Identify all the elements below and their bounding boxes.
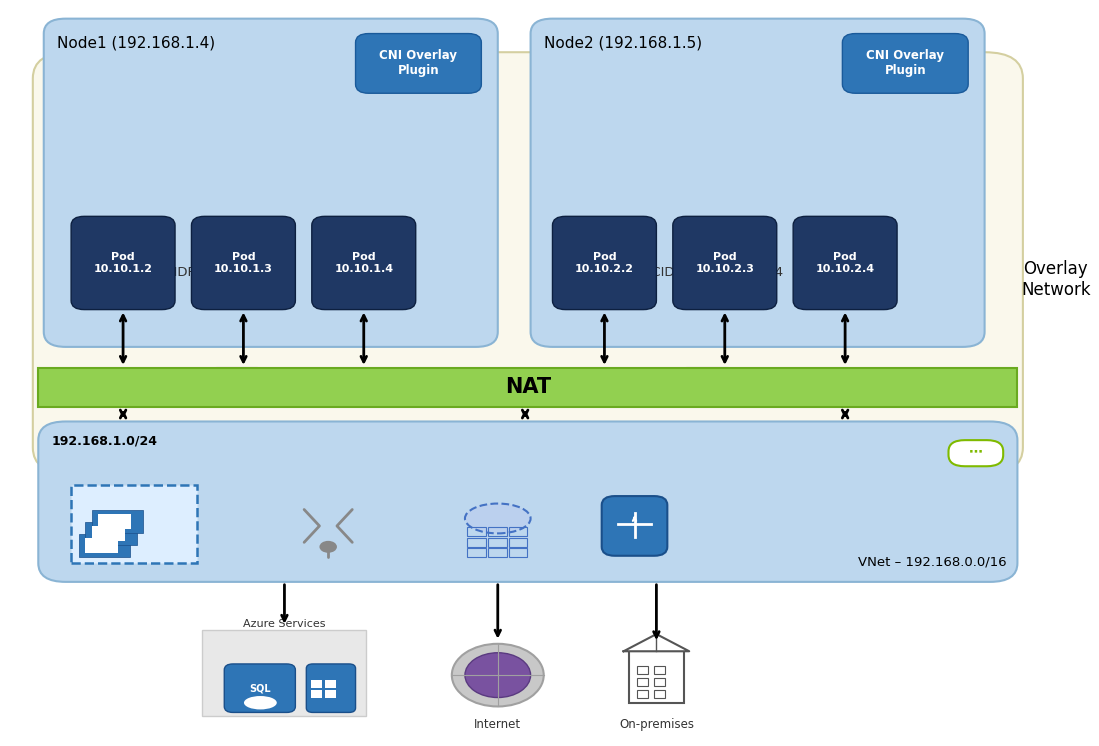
FancyBboxPatch shape	[71, 216, 175, 310]
FancyBboxPatch shape	[311, 680, 322, 688]
FancyBboxPatch shape	[33, 52, 1023, 474]
Text: NAT: NAT	[504, 377, 551, 397]
FancyBboxPatch shape	[601, 496, 667, 556]
FancyBboxPatch shape	[629, 651, 684, 703]
Polygon shape	[623, 634, 689, 651]
Ellipse shape	[465, 504, 531, 533]
Text: Pod CIDR – 10.10.2.0/24: Pod CIDR – 10.10.2.0/24	[623, 266, 784, 279]
FancyBboxPatch shape	[842, 34, 968, 93]
FancyBboxPatch shape	[793, 216, 897, 310]
Text: Internet: Internet	[474, 718, 521, 731]
FancyBboxPatch shape	[215, 367, 257, 386]
FancyBboxPatch shape	[553, 216, 656, 310]
FancyBboxPatch shape	[224, 664, 296, 712]
FancyBboxPatch shape	[86, 538, 119, 553]
Text: Azure Services: Azure Services	[243, 619, 325, 629]
Text: VNet – 192.168.0.0/16: VNet – 192.168.0.0/16	[858, 556, 1007, 568]
Text: Pod
10.10.1.4: Pod 10.10.1.4	[334, 252, 393, 274]
FancyBboxPatch shape	[307, 664, 356, 712]
FancyBboxPatch shape	[202, 630, 366, 716]
Text: On-premises: On-premises	[619, 718, 693, 731]
FancyBboxPatch shape	[356, 34, 481, 93]
FancyBboxPatch shape	[191, 216, 296, 310]
FancyBboxPatch shape	[948, 440, 1003, 466]
Text: Node2 (192.168.1.5): Node2 (192.168.1.5)	[544, 35, 702, 50]
FancyBboxPatch shape	[325, 690, 336, 698]
Text: ⋯: ⋯	[969, 445, 983, 458]
Text: SQL: SQL	[249, 683, 271, 694]
Text: Pod
10.10.2.4: Pod 10.10.2.4	[815, 252, 875, 274]
FancyBboxPatch shape	[79, 534, 130, 557]
FancyBboxPatch shape	[86, 522, 136, 545]
FancyBboxPatch shape	[325, 680, 336, 688]
Text: Pod
10.10.1.2: Pod 10.10.1.2	[93, 252, 153, 274]
Text: CNI Overlay
Plugin: CNI Overlay Plugin	[866, 49, 944, 78]
Text: Overlay
Network: Overlay Network	[1021, 260, 1090, 299]
FancyBboxPatch shape	[673, 216, 777, 310]
FancyBboxPatch shape	[44, 19, 498, 347]
Text: Pod CIDR – 10.10.1.0/24: Pod CIDR – 10.10.1.0/24	[136, 266, 297, 279]
Circle shape	[452, 644, 544, 706]
Text: Pod
10.10.2.3: Pod 10.10.2.3	[696, 252, 754, 274]
Circle shape	[320, 541, 337, 553]
FancyBboxPatch shape	[311, 690, 322, 698]
FancyBboxPatch shape	[312, 216, 415, 310]
FancyBboxPatch shape	[92, 510, 143, 533]
Text: Pod
10.10.2.2: Pod 10.10.2.2	[575, 252, 634, 274]
FancyBboxPatch shape	[531, 19, 985, 347]
Circle shape	[465, 653, 531, 698]
Text: 192.168.1.0/24: 192.168.1.0/24	[52, 435, 157, 448]
Text: ⎓: ⎓	[100, 539, 108, 552]
FancyBboxPatch shape	[71, 485, 197, 563]
FancyBboxPatch shape	[38, 368, 1018, 407]
Text: CNI Overlay
Plugin: CNI Overlay Plugin	[379, 49, 457, 78]
FancyBboxPatch shape	[38, 421, 1018, 582]
FancyBboxPatch shape	[92, 526, 124, 541]
Text: Pod
10.10.1.3: Pod 10.10.1.3	[214, 252, 273, 274]
FancyBboxPatch shape	[99, 514, 131, 529]
FancyBboxPatch shape	[686, 367, 728, 386]
Text: Node1 (192.168.1.4): Node1 (192.168.1.4)	[57, 35, 215, 50]
Ellipse shape	[244, 696, 277, 709]
